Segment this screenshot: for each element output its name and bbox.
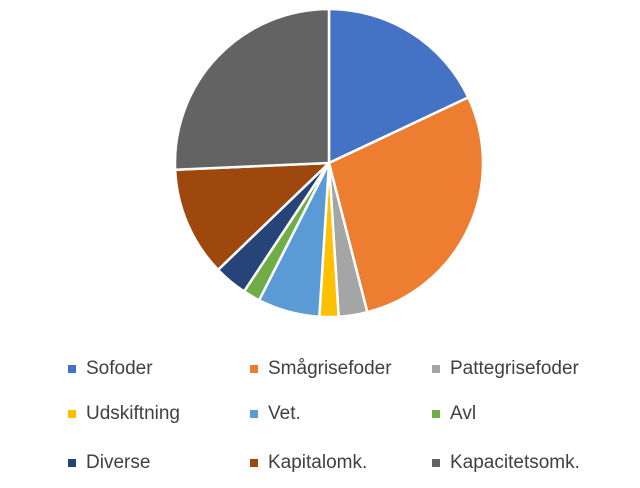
pie-slices [173,7,485,319]
pie-slice-sm-grisefoder [327,96,485,314]
pie-slice-kapacitetsomk [173,7,331,172]
pie-slice-sofoder [327,7,470,165]
pie-slice-kapitalomk [173,161,331,272]
